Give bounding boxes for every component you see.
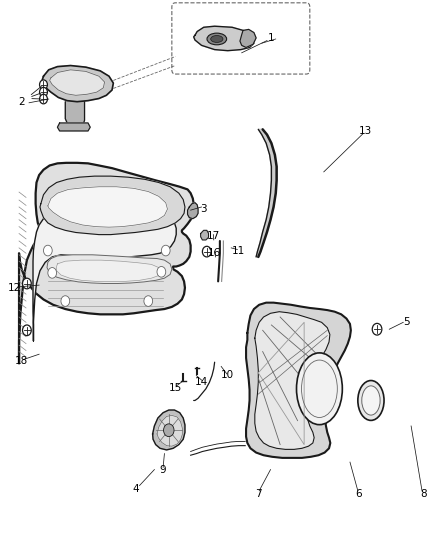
Circle shape — [22, 325, 31, 336]
Text: 13: 13 — [359, 126, 372, 136]
Text: 9: 9 — [159, 465, 166, 474]
Polygon shape — [240, 29, 256, 47]
Text: 8: 8 — [420, 489, 427, 499]
Text: 2: 2 — [18, 96, 25, 107]
Polygon shape — [246, 303, 351, 458]
Text: 5: 5 — [403, 317, 410, 327]
Polygon shape — [255, 312, 330, 449]
Circle shape — [48, 268, 57, 278]
Text: 14: 14 — [195, 377, 208, 387]
Ellipse shape — [211, 36, 223, 43]
Circle shape — [157, 266, 166, 277]
Text: 1: 1 — [268, 33, 275, 43]
Polygon shape — [19, 163, 194, 364]
Polygon shape — [201, 230, 208, 240]
Text: 12: 12 — [8, 283, 21, 293]
Polygon shape — [187, 203, 198, 219]
Polygon shape — [57, 123, 90, 131]
Circle shape — [61, 296, 70, 306]
Circle shape — [22, 278, 31, 289]
Text: 7: 7 — [255, 489, 261, 499]
Polygon shape — [152, 410, 185, 450]
Polygon shape — [47, 255, 172, 284]
Text: 11: 11 — [232, 246, 245, 255]
Polygon shape — [33, 207, 176, 341]
Ellipse shape — [362, 386, 380, 415]
Text: 17: 17 — [207, 231, 220, 241]
Text: 16: 16 — [208, 248, 221, 258]
Polygon shape — [40, 176, 185, 235]
Circle shape — [202, 246, 211, 257]
Circle shape — [163, 424, 174, 437]
Circle shape — [144, 296, 152, 306]
Polygon shape — [65, 102, 85, 131]
Text: 10: 10 — [221, 370, 234, 381]
Circle shape — [43, 245, 52, 256]
Ellipse shape — [207, 33, 226, 45]
Polygon shape — [194, 26, 254, 51]
Text: 4: 4 — [133, 484, 139, 494]
Circle shape — [39, 94, 47, 104]
Circle shape — [39, 87, 47, 97]
Ellipse shape — [358, 381, 384, 421]
Text: 15: 15 — [169, 383, 182, 393]
Text: 6: 6 — [355, 489, 362, 499]
Polygon shape — [157, 415, 182, 446]
Polygon shape — [256, 130, 277, 257]
Text: 3: 3 — [201, 204, 207, 214]
Circle shape — [39, 80, 47, 90]
Polygon shape — [48, 187, 167, 227]
Circle shape — [161, 245, 170, 256]
Text: 18: 18 — [15, 356, 28, 366]
Ellipse shape — [297, 353, 343, 425]
Polygon shape — [42, 66, 113, 102]
Polygon shape — [49, 70, 105, 95]
Circle shape — [372, 324, 382, 335]
Polygon shape — [57, 260, 161, 281]
